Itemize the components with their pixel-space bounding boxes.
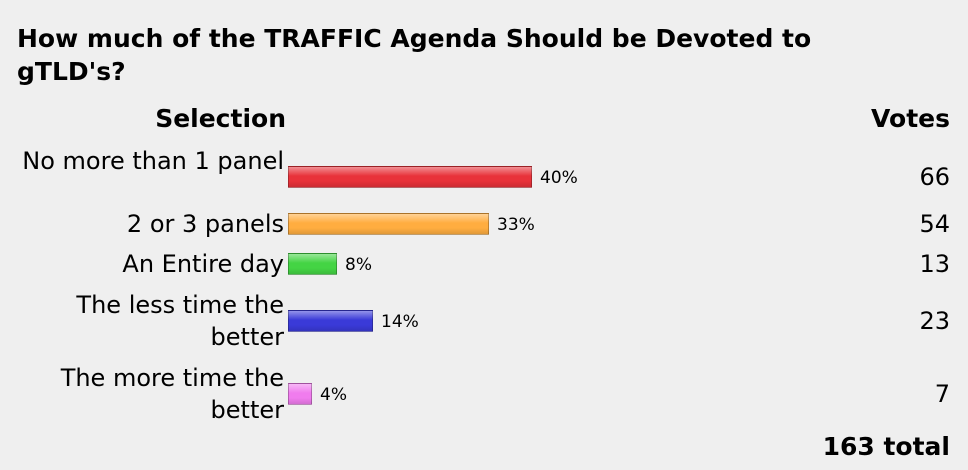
result-row: 2 or 3 panels 33% 54: [0, 208, 968, 240]
option-label: The less time the better: [76, 291, 284, 351]
percent-label: 14%: [381, 312, 419, 332]
percent-label: 40%: [540, 168, 578, 188]
percent-label: 33%: [497, 215, 535, 235]
option-label: No more than 1 panel: [22, 147, 284, 175]
vote-count: 7: [934, 380, 950, 408]
total-votes: 163 total: [822, 432, 950, 461]
percent-label: 8%: [345, 255, 372, 275]
vote-count: 13: [919, 250, 950, 278]
result-bar: [288, 213, 489, 235]
result-bar: [288, 166, 532, 188]
vote-count: 66: [919, 163, 950, 191]
result-row: No more than 1 panel 40% 66: [0, 145, 968, 209]
vote-count: 23: [919, 307, 950, 335]
poll-title: How much of the TRAFFIC Agenda Should be…: [17, 24, 812, 86]
vote-count: 54: [919, 210, 950, 238]
result-bar: [288, 253, 337, 275]
option-label: An Entire day: [122, 250, 284, 278]
percent-label: 4%: [320, 385, 347, 405]
result-row: An Entire day 8% 13: [0, 248, 968, 280]
option-label: 2 or 3 panels: [126, 210, 284, 238]
option-label: The more time the better: [60, 364, 284, 424]
result-row: The less time the better 14% 23: [0, 289, 968, 353]
selection-header: Selection: [155, 104, 286, 133]
result-bar: [288, 310, 373, 332]
votes-header: Votes: [871, 104, 950, 133]
result-row: The more time the better 4% 7: [0, 362, 968, 426]
result-bar: [288, 383, 312, 405]
